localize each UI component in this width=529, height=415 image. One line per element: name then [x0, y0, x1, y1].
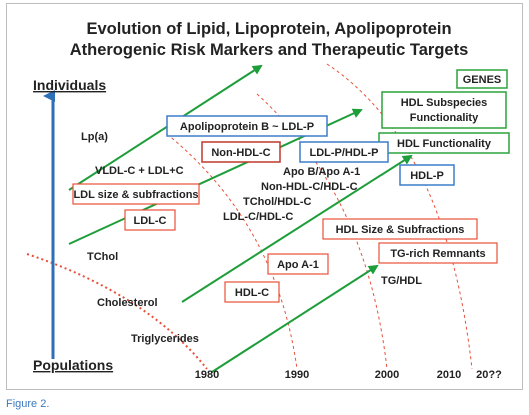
arrow-3: [181, 154, 413, 303]
populations-label: Populations: [33, 357, 113, 373]
tchol-label: TChol: [87, 251, 118, 263]
triglycerides-label: Triglycerides: [131, 333, 199, 345]
genes-label: GENES: [463, 74, 502, 86]
tg-remnants-label: TG-rich Remnants: [390, 248, 485, 260]
year-2010: 2010: [437, 369, 461, 381]
apob-apoa1-label: Apo B/Apo A-1: [283, 166, 360, 178]
year-20xx: 20??: [476, 369, 502, 381]
nonhdl-hdl-label: Non-HDL-C/HDL-C: [261, 181, 358, 193]
title-line-2: Atherogenic Risk Markers and Therapeutic…: [70, 41, 469, 59]
arc-1: [26, 253, 208, 370]
tg-remnants-box: TG-rich Remnants: [378, 242, 498, 264]
ldlp-hdlp-box: LDL-P/HDL-P: [299, 141, 389, 163]
ldl-hdl-label: LDL-C/HDL-C: [223, 211, 293, 223]
hdl-functionality-box: HDL Functionality: [378, 132, 510, 154]
ldl-c-box: LDL-C: [124, 209, 176, 231]
arrow-1: [68, 64, 263, 191]
year-1980: 1980: [195, 369, 219, 381]
hdl-size-label: HDL Size & Subfractions: [336, 224, 465, 236]
lpa-label: Lp(a): [81, 131, 108, 143]
non-hdl-c-label: Non-HDL-C: [211, 147, 270, 159]
non-hdl-c-box: Non-HDL-C: [201, 141, 281, 163]
ldlp-hdlp-label: LDL-P/HDL-P: [309, 147, 378, 159]
apo-a1-label: Apo A-1: [277, 259, 319, 271]
ldl-c-label: LDL-C: [134, 215, 167, 227]
hdl-functionality-label: HDL Functionality: [397, 138, 492, 150]
hdl-subspecies-line-1: HDL Subspecies: [401, 97, 488, 109]
individuals-label: Individuals: [33, 77, 106, 93]
hdl-c-box: HDL-C: [224, 281, 280, 303]
ldl-size-box: LDL size & subfractions: [72, 183, 200, 205]
title-line-1: Evolution of Lipid, Lipoprotein, Apolipo…: [86, 20, 451, 38]
genes-box: GENES: [456, 69, 508, 89]
vldl-label: VLDL-C + LDL+C: [95, 165, 184, 177]
cholesterol-label: Cholesterol: [97, 297, 158, 309]
hdl-p-box: HDL-P: [399, 164, 455, 186]
figure-frame: Evolution of Lipid, Lipoprotein, Apolipo…: [6, 3, 523, 390]
hdl-c-label: HDL-C: [235, 287, 269, 299]
tchol-hdl-label: TChol/HDL-C: [243, 196, 311, 208]
year-2000: 2000: [375, 369, 399, 381]
hdl-subspecies-box: HDL Subspecies Functionality: [381, 91, 507, 129]
hdl-p-label: HDL-P: [410, 170, 444, 182]
hdl-subspecies-line-2: Functionality: [410, 112, 479, 124]
apo-a1-box: Apo A-1: [267, 253, 329, 275]
apob-ldlp-box: Apolipoprotein B ~ LDL-P: [166, 115, 328, 137]
arrow-4: [211, 264, 379, 373]
tg-hdl-label: TG/HDL: [381, 275, 422, 287]
atherogenic-markers-diagram: Evolution of Lipid, Lipoprotein, Apolipo…: [26, 20, 510, 381]
ldl-size-label: LDL size & subfractions: [73, 189, 198, 201]
figure-caption: Figure 2.: [6, 398, 50, 410]
hdl-size-box: HDL Size & Subfractions: [322, 218, 478, 240]
year-1990: 1990: [285, 369, 309, 381]
apob-ldlp-label: Apolipoprotein B ~ LDL-P: [180, 121, 314, 133]
